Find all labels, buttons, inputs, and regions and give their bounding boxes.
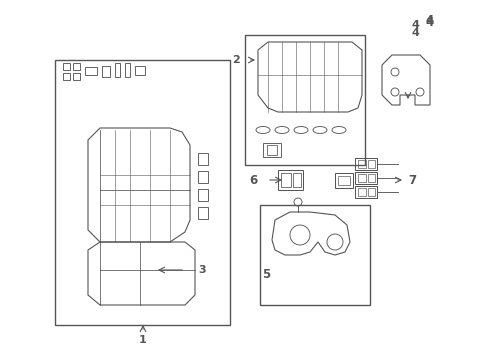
Bar: [367, 160, 374, 168]
Bar: [85, 67, 97, 75]
Bar: [367, 188, 374, 196]
Bar: [278, 170, 303, 190]
Bar: [357, 174, 365, 182]
Bar: [354, 172, 376, 184]
Text: 1: 1: [139, 335, 146, 345]
Text: 7: 7: [407, 174, 415, 186]
Text: 2: 2: [232, 55, 240, 65]
Text: 4: 4: [425, 15, 433, 28]
Bar: [266, 145, 276, 155]
Text: 6: 6: [249, 174, 258, 186]
Text: 4: 4: [410, 20, 418, 30]
Bar: [263, 143, 281, 157]
Bar: [135, 66, 145, 75]
Bar: [73, 63, 80, 70]
Bar: [334, 173, 352, 188]
Bar: [63, 73, 70, 80]
Bar: [102, 66, 110, 77]
Bar: [198, 207, 207, 219]
Text: 4: 4: [410, 28, 418, 38]
Bar: [354, 158, 376, 170]
Bar: [198, 153, 207, 165]
Bar: [73, 73, 80, 80]
Bar: [244, 35, 364, 165]
Bar: [198, 171, 207, 183]
Bar: [125, 63, 130, 77]
Bar: [260, 205, 369, 305]
Bar: [115, 63, 120, 77]
Bar: [357, 188, 365, 196]
Bar: [367, 174, 374, 182]
Text: 3: 3: [198, 265, 205, 275]
Bar: [198, 189, 207, 201]
Bar: [357, 160, 365, 168]
Bar: [281, 173, 290, 187]
Bar: [292, 173, 301, 187]
Bar: [55, 60, 229, 325]
Text: 5: 5: [262, 269, 270, 282]
Bar: [354, 186, 376, 198]
Bar: [337, 176, 349, 185]
Bar: [63, 63, 70, 70]
Text: 4: 4: [425, 14, 433, 27]
